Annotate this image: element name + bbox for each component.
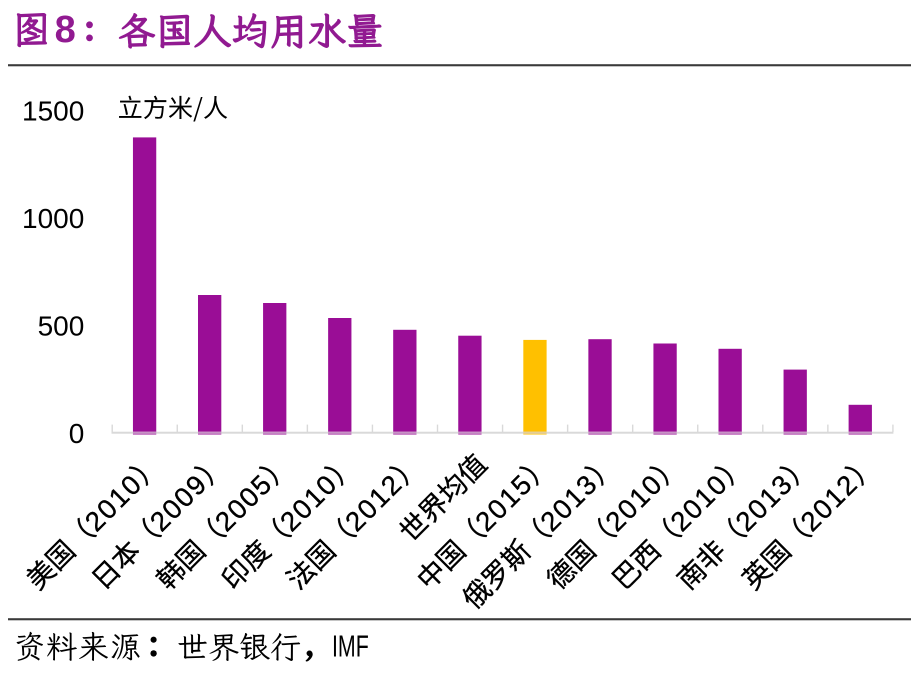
svg-text:8: 8 bbox=[55, 9, 76, 51]
svg-text:500: 500 bbox=[38, 310, 85, 341]
svg-text:0: 0 bbox=[69, 418, 85, 449]
svg-text:1000: 1000 bbox=[22, 203, 84, 234]
svg-text:IMF: IMF bbox=[332, 628, 369, 663]
svg-text:1500: 1500 bbox=[22, 95, 84, 126]
